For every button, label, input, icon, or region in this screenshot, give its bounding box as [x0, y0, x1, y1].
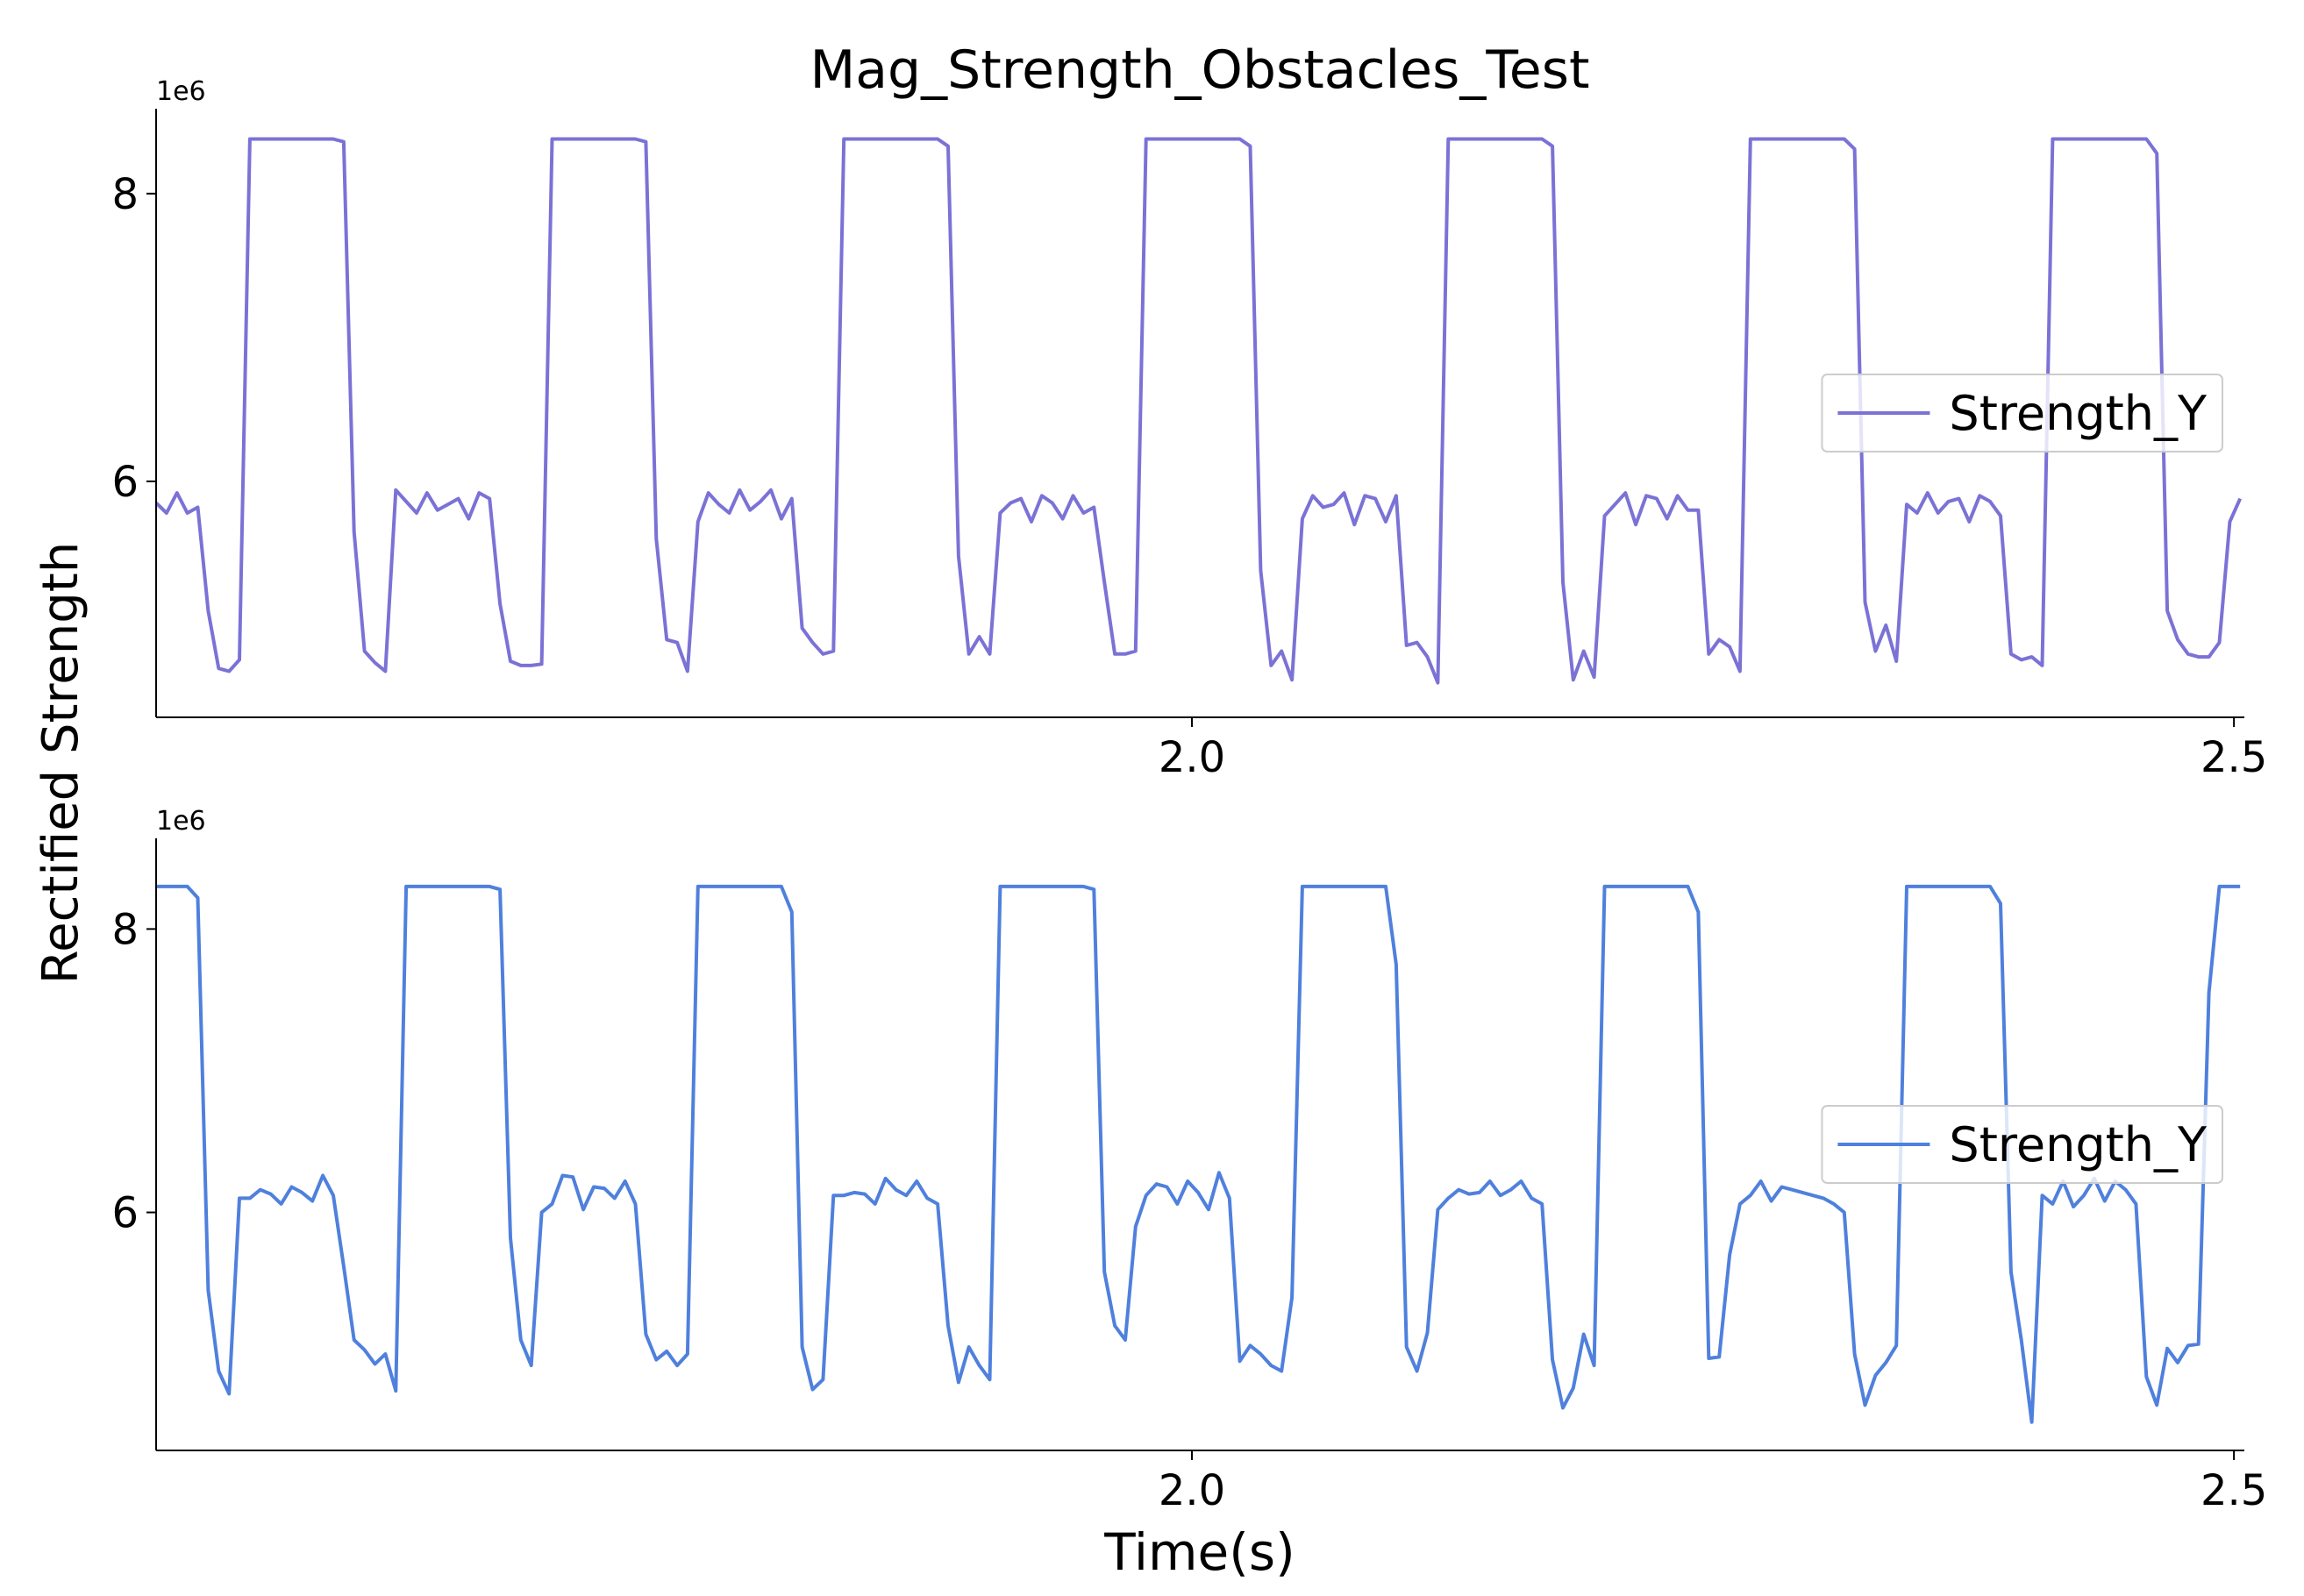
y-offset-label: 1e6 — [156, 806, 206, 837]
x-tick-label: 2.0 — [1159, 1466, 1225, 1515]
y-tick-label: 8 — [111, 170, 139, 219]
y-tick-label: 8 — [111, 905, 139, 954]
chart-title: Mag_Strength_Obstacles_Test — [810, 39, 1589, 101]
legend-box — [1821, 1105, 2223, 1184]
x-axis-label: Time(s) — [1103, 1522, 1295, 1582]
data-line — [154, 137, 2243, 685]
data-line — [156, 884, 2241, 1424]
legend-box — [1821, 374, 2223, 452]
x-tick-label: 2.0 — [1159, 733, 1225, 782]
x-tick-label: 2.5 — [2201, 1466, 2267, 1515]
y-offset-label: 1e6 — [156, 76, 206, 107]
legend: Strength_Y — [1821, 1105, 2223, 1184]
x-tick-label: 2.5 — [2201, 733, 2267, 782]
y-axis-label: Rectified Strength — [32, 542, 89, 984]
legend: Strength_Y — [1821, 374, 2223, 452]
y-tick-label: 6 — [111, 458, 139, 507]
legend-label: Strength_Y — [1949, 386, 2208, 441]
legend-label: Strength_Y — [1949, 1117, 2208, 1172]
y-tick-label: 6 — [111, 1189, 139, 1238]
